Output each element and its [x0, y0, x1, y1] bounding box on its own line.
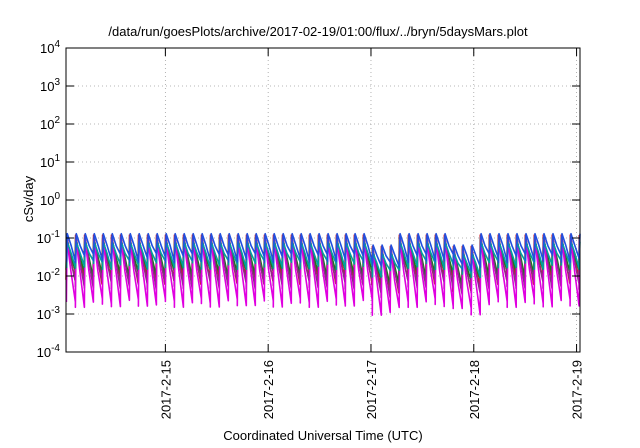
series-line: [65, 240, 581, 279]
y-tick-labels: 10-4 10-3 10-2 10-1 100 101 102 103 104: [37, 39, 61, 360]
series-line: [65, 238, 581, 316]
x-tick-label: 2017-2-19: [570, 360, 585, 419]
y-tick-label: 101: [40, 153, 60, 170]
series-line: [65, 237, 581, 287]
x-tick-label: 2017-2-17: [364, 360, 379, 419]
y-tick-label: 104: [40, 39, 60, 56]
chart-title: /data/run/goesPlots/archive/2017-02-19/0…: [108, 24, 528, 39]
y-tick-label: 102: [40, 115, 60, 132]
y-axis-label: cSv/day: [21, 175, 36, 222]
series-layer: [65, 232, 581, 316]
series-line: [65, 235, 581, 299]
y-tick-label: 10-2: [37, 267, 61, 284]
y-tick-label: 10-1: [37, 229, 61, 246]
y-tick-label: 103: [40, 77, 60, 94]
x-tick-labels: 2017-2-15 2017-2-16 2017-2-17 2017-2-18 2017…: [158, 360, 584, 419]
x-tick-label: 2017-2-18: [467, 360, 482, 419]
grid-lines: [66, 48, 580, 352]
x-axis-label: Coordinated Universal Time (UTC): [223, 428, 422, 443]
y-tick-label: 10-4: [37, 343, 61, 360]
x-tick-label: 2017-2-16: [261, 360, 276, 419]
y-tick-label: 10-3: [37, 305, 61, 322]
series-line: [65, 232, 581, 272]
x-tick-label: 2017-2-15: [158, 360, 173, 419]
y-tick-label: 100: [40, 191, 60, 208]
tick-marks: [66, 47, 580, 353]
